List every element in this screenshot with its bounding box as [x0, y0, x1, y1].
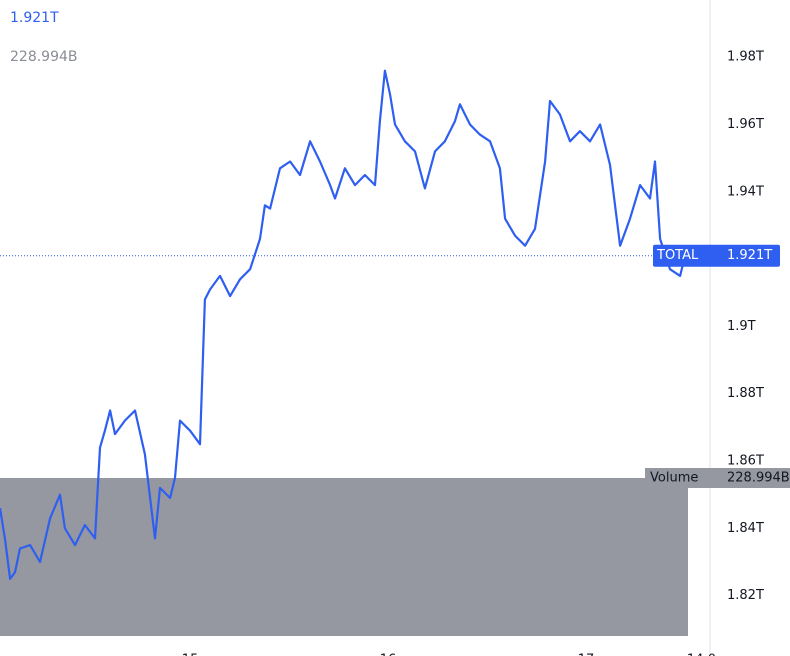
- price-line-series: [0, 69, 687, 580]
- price-tag-box: [653, 244, 780, 267]
- y-tick-label: 1.82T: [727, 588, 764, 603]
- header-value: 1.921T: [10, 10, 59, 26]
- x-tick-label: 16: [380, 653, 397, 656]
- volume-tag-value: 228.994B: [727, 471, 790, 486]
- x-tick-label: 14:0: [687, 653, 716, 656]
- y-tick-label: 1.86T: [727, 454, 764, 469]
- y-tick-label: 1.88T: [727, 386, 764, 401]
- y-tick-label: 1.9T: [727, 319, 756, 334]
- header-volume: 228.994B: [10, 49, 78, 65]
- volume-area: [0, 478, 688, 636]
- price-tag-name: TOTAL: [656, 248, 699, 263]
- x-tick-label: 15: [182, 653, 199, 656]
- y-tick-label: 1.94T: [727, 184, 764, 199]
- price-tag-value: 1.921T: [727, 248, 772, 263]
- y-tick-label: 1.84T: [727, 521, 764, 536]
- y-tick-label: 1.96T: [727, 117, 764, 132]
- x-tick-label: 17: [578, 653, 595, 656]
- volume-tag-box: [645, 468, 790, 488]
- volume-tag-name: Volume: [650, 471, 698, 486]
- y-tick-label: 1.98T: [727, 50, 764, 65]
